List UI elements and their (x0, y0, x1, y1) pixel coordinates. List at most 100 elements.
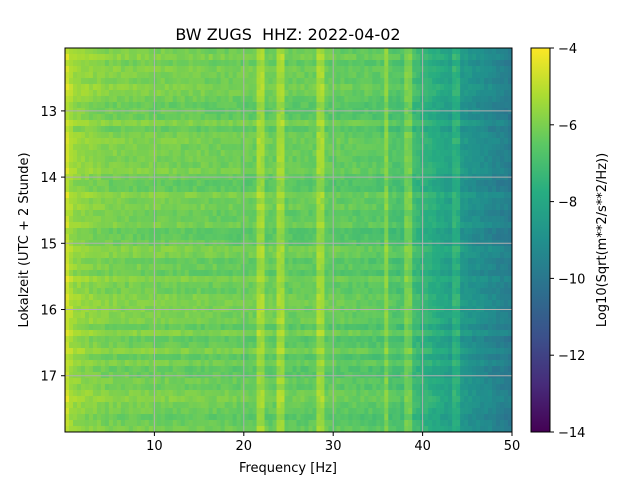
heatmap-cell (276, 216, 282, 223)
heatmap-cell (84, 222, 90, 229)
heatmap-cell (160, 120, 166, 127)
heatmap-cell (200, 204, 206, 211)
heatmap-cell (384, 198, 389, 205)
heatmap-cell (192, 144, 198, 151)
heatmap-cell (448, 102, 453, 109)
heatmap-cell (76, 234, 82, 241)
heatmap-cell (320, 78, 326, 85)
heatmap-cell (468, 192, 473, 199)
heatmap-cell (172, 60, 178, 67)
heatmap-cell (176, 204, 182, 211)
heatmap-cell (356, 96, 361, 103)
heatmap-cell (68, 186, 74, 193)
heatmap-cell (412, 258, 417, 265)
heatmap-cell (124, 222, 130, 229)
heatmap-cell (148, 228, 154, 235)
heatmap-cell (148, 132, 154, 139)
heatmap-cell (456, 222, 461, 229)
heatmap-cell (500, 84, 505, 91)
heatmap-cell (396, 246, 401, 253)
heatmap-cell (456, 276, 461, 283)
heatmap-cell (488, 228, 493, 235)
heatmap-cell (496, 84, 501, 91)
heatmap-cell (436, 114, 441, 121)
heatmap-cell (400, 210, 405, 217)
heatmap-cell (176, 48, 182, 55)
heatmap-cell (464, 114, 469, 121)
heatmap-cell (152, 252, 158, 259)
heatmap-cell (68, 168, 74, 175)
heatmap-cell (340, 156, 345, 163)
heatmap-cell (328, 282, 333, 289)
heatmap-cell (388, 48, 393, 55)
heatmap-cell (396, 90, 401, 97)
heatmap-cell (156, 120, 162, 127)
heatmap-cell (424, 246, 429, 253)
heatmap-cell (300, 300, 306, 307)
heatmap-cell (248, 270, 254, 277)
heatmap-cell (272, 120, 278, 127)
heatmap-cell (460, 180, 465, 187)
heatmap-cell (412, 150, 417, 157)
heatmap-cell (408, 54, 413, 61)
heatmap-cell (92, 180, 98, 187)
heatmap-cell (200, 246, 206, 253)
heatmap-cell (220, 150, 226, 157)
heatmap-cell (240, 150, 246, 157)
heatmap-cell (448, 216, 453, 223)
heatmap-cell (160, 162, 166, 169)
heatmap-cell (212, 78, 218, 85)
heatmap-cell (380, 132, 385, 139)
heatmap-cell (380, 246, 385, 253)
heatmap-cell (128, 198, 134, 205)
heatmap-cell (360, 210, 365, 217)
heatmap-cell (400, 138, 405, 145)
heatmap-cell (408, 96, 413, 103)
heatmap-cell (188, 138, 194, 145)
heatmap-cell (140, 264, 146, 271)
heatmap-cell (248, 252, 254, 259)
heatmap-cell (316, 54, 322, 61)
heatmap-cell (424, 162, 429, 169)
heatmap-cell (264, 252, 270, 259)
heatmap-cell (404, 48, 409, 55)
heatmap-cell (472, 138, 477, 145)
heatmap-cell (336, 60, 341, 67)
heatmap-cell (348, 72, 353, 79)
heatmap-cell (172, 114, 178, 121)
heatmap-cell (108, 270, 114, 277)
heatmap-cell (292, 96, 298, 103)
heatmap-cell (232, 96, 238, 103)
heatmap-cell (208, 228, 214, 235)
heatmap-cell (496, 150, 501, 157)
heatmap-cell (256, 180, 262, 187)
heatmap-cell (500, 228, 505, 235)
heatmap-cell (204, 162, 210, 169)
heatmap-cell (204, 120, 210, 127)
heatmap-cell (276, 180, 282, 187)
heatmap-cell (380, 156, 385, 163)
heatmap-cell (344, 156, 349, 163)
heatmap-cell (392, 96, 397, 103)
heatmap-cell (216, 228, 222, 235)
heatmap-cell (228, 180, 234, 187)
heatmap-cell (216, 102, 222, 109)
heatmap-cell (508, 300, 512, 307)
heatmap-cell (372, 138, 377, 145)
heatmap-cell (220, 276, 226, 283)
heatmap-cell (124, 150, 130, 157)
heatmap-cell (392, 84, 397, 91)
heatmap-cell (428, 132, 433, 139)
heatmap-cell (372, 84, 377, 91)
heatmap-cell (288, 282, 294, 289)
heatmap-cell (216, 120, 222, 127)
heatmap-cell (88, 258, 94, 265)
heatmap-cell (168, 186, 174, 193)
heatmap-cell (448, 66, 453, 73)
heatmap-cell (124, 258, 130, 265)
heatmap-cell (116, 270, 122, 277)
heatmap-cell (312, 54, 318, 61)
heatmap-cell (256, 72, 262, 79)
heatmap-cell (112, 246, 118, 253)
heatmap-cell (152, 222, 158, 229)
